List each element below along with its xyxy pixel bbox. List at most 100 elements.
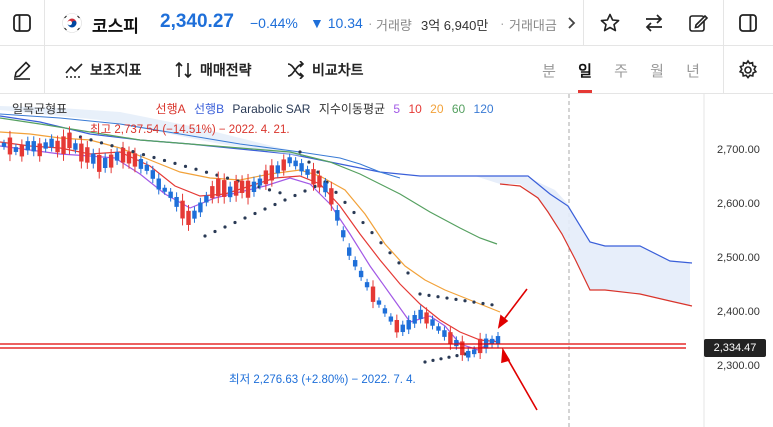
candle-body — [239, 180, 245, 194]
candle-body — [263, 170, 269, 185]
chart-toolbar: 보조지표 매매전략 비교차트 분 일 주 월 년 — [0, 46, 773, 94]
psar-dot — [490, 303, 494, 307]
annotation-arrow — [497, 288, 538, 411]
period-minute[interactable]: 분 — [542, 62, 556, 80]
legend-ichimoku[interactable]: 일목균형표 — [12, 102, 68, 116]
candle-body — [85, 147, 90, 163]
psar-dot — [379, 241, 383, 245]
compare-icon — [287, 61, 305, 79]
candle-body — [210, 186, 215, 199]
candle-body — [305, 169, 310, 175]
legend-psar[interactable]: Parabolic SAR — [232, 102, 311, 116]
candle-body — [61, 136, 66, 154]
strategy-label: 매매전략 — [200, 62, 252, 78]
candle-body — [376, 300, 382, 305]
header-separator: · — [500, 15, 505, 31]
period-day[interactable]: 일 — [578, 62, 592, 80]
candle-body — [341, 230, 346, 238]
candle-body — [49, 138, 54, 148]
psar-dot — [343, 200, 347, 204]
candle-body — [454, 339, 459, 347]
candle-body — [442, 330, 447, 337]
psar-dot — [481, 301, 485, 306]
y-axis-tick: 2,600.00 — [717, 198, 760, 210]
candle-body — [495, 336, 501, 344]
candle-body — [424, 312, 429, 324]
psar-dot — [439, 357, 443, 361]
candle-body — [222, 180, 227, 197]
sidebar-toggle-icon[interactable] — [10, 11, 34, 35]
psar-dot — [273, 202, 277, 207]
star-icon[interactable] — [598, 11, 622, 35]
candle-body — [102, 157, 108, 169]
candle-body — [37, 143, 42, 157]
low-annotation: 최저 2,276.63 (+2.80%) − 2022. 7. 4. — [229, 374, 416, 386]
legend-leading-b[interactable]: 선행B — [193, 102, 225, 116]
legend-ma-20: 20 — [430, 102, 444, 116]
edit-icon[interactable] — [686, 11, 710, 35]
candle-body — [144, 164, 150, 171]
side-panel-icon[interactable] — [736, 11, 760, 35]
candle-body — [335, 210, 340, 221]
candle-body — [7, 137, 13, 155]
settings-gear-icon[interactable] — [736, 58, 760, 82]
psar-dot — [298, 150, 302, 154]
legend-leading-a[interactable]: 선행A — [155, 102, 186, 116]
chart-canvas[interactable] — [0, 94, 773, 427]
candle-body — [281, 159, 286, 171]
leading-span-a-line — [499, 183, 693, 307]
candle-body — [120, 147, 126, 163]
candle-body — [370, 286, 376, 302]
candle-body — [412, 315, 417, 324]
candle-body — [257, 178, 263, 186]
period-week[interactable]: 주 — [614, 62, 628, 80]
candle-body — [168, 191, 173, 198]
price-chart[interactable]: 일목균형표 선행A 선행B Parabolic SAR 지수이동평균 5 10 … — [0, 94, 773, 427]
legend-ma-5: 5 — [393, 102, 401, 116]
candle-body — [400, 324, 405, 333]
psar-dot — [283, 198, 287, 202]
candle-body — [251, 181, 257, 192]
period-month[interactable]: 월 — [650, 62, 664, 80]
swap-icon[interactable] — [642, 11, 666, 35]
candle-body — [180, 200, 185, 219]
psar-dot — [278, 191, 282, 195]
strategy-button[interactable]: 매매전략 — [174, 46, 252, 94]
candle-body — [388, 316, 394, 322]
psar-dot — [423, 360, 427, 364]
chevron-right-icon[interactable] — [564, 13, 580, 33]
compare-button[interactable]: 비교차트 — [286, 46, 364, 94]
legend-ma-10: 10 — [408, 102, 422, 116]
indicator-button[interactable]: 보조지표 — [64, 46, 142, 94]
psar-dot — [334, 190, 338, 194]
indicator-icon — [65, 63, 83, 78]
candle-body — [329, 188, 334, 205]
change-absolute: ▼ 10.34 — [310, 15, 363, 31]
candle-body — [466, 350, 471, 358]
psar-dot — [370, 231, 374, 235]
candle-body — [1, 142, 7, 147]
psar-dot — [253, 211, 257, 216]
candle-body — [227, 186, 233, 198]
psar-dot — [267, 188, 272, 192]
legend-ma-120: 120 — [473, 102, 494, 116]
candle-body — [317, 175, 322, 188]
compare-label: 비교차트 — [312, 62, 364, 78]
legend-ema[interactable]: 지수이동평균 — [318, 102, 386, 116]
psar-dot — [89, 138, 93, 142]
candle-body — [204, 195, 209, 203]
psar-dot — [397, 261, 401, 265]
psar-dot — [110, 144, 114, 148]
candle-body — [79, 143, 84, 162]
candle-body — [150, 170, 155, 179]
ma-10-line — [0, 141, 501, 343]
period-year[interactable]: 년 — [686, 62, 700, 80]
draw-pencil-icon[interactable] — [10, 58, 34, 82]
psar-dot — [233, 220, 237, 225]
candle-body — [436, 326, 441, 331]
candle-body — [138, 158, 144, 169]
candle-body — [448, 332, 453, 345]
candle-body — [114, 152, 120, 161]
candle-body — [132, 153, 138, 167]
candle-body — [323, 182, 328, 193]
